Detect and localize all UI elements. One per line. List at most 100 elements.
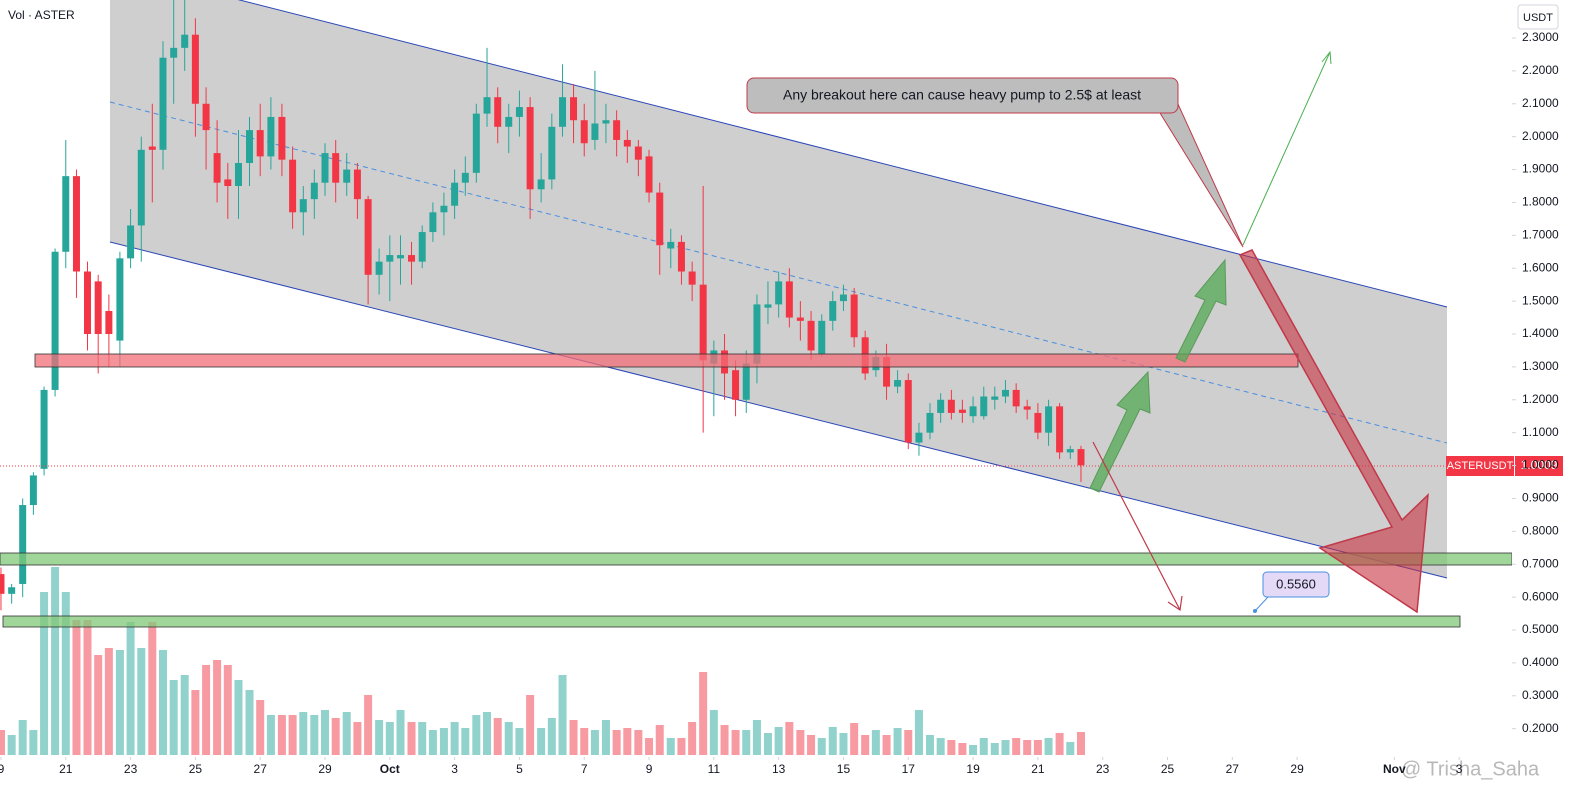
x-tick-label: 15 [837, 762, 851, 776]
x-tick-label: 23 [1096, 762, 1110, 776]
candle-body [386, 255, 394, 262]
volume-bar [385, 722, 394, 755]
candle-body [299, 199, 307, 213]
volume-bar [299, 712, 308, 755]
candle-body [364, 199, 372, 275]
candle-body [246, 130, 254, 163]
candle-body [580, 120, 588, 144]
volume-bar [61, 592, 70, 755]
candle-body [472, 113, 480, 173]
y-tick-label: 1.3000 [1522, 359, 1559, 373]
channel-upper [237, 0, 1448, 308]
volume-bar [1001, 740, 1010, 755]
volume-bar [256, 700, 265, 755]
volume-bar [169, 680, 178, 755]
volume-layer [0, 567, 1085, 755]
candle-body [213, 153, 221, 183]
volume-bar [213, 660, 222, 755]
volume-bar [947, 740, 956, 755]
x-tick-label: Nov [1383, 762, 1406, 776]
candle-body [440, 205, 448, 213]
resistance-zone [34, 353, 1299, 368]
candle-body [904, 380, 912, 443]
volume-bar [223, 665, 232, 755]
candle-body [980, 396, 988, 417]
candle-body [969, 406, 977, 417]
y-tick-label: 1.2000 [1522, 392, 1559, 406]
volume-bar [1023, 740, 1032, 755]
volume-bar [137, 648, 146, 755]
y-tick-label: 1.7000 [1522, 228, 1559, 242]
arrowhead [1321, 50, 1332, 65]
volume-bar [277, 715, 286, 755]
candle-body [645, 156, 653, 193]
volume-bar [1044, 738, 1053, 755]
volume-bar [515, 728, 524, 755]
candle-body [40, 389, 48, 469]
volume-bar [461, 728, 470, 755]
volume-bar [763, 733, 772, 755]
y-tick-label: 1.5000 [1522, 293, 1559, 307]
candle-body [753, 304, 761, 364]
volume-bar [342, 712, 351, 755]
candle-body [418, 232, 426, 262]
arrow-line [1092, 441, 1181, 611]
candle-body [234, 162, 242, 186]
x-tick-label: 21 [59, 762, 73, 776]
volume-bar [590, 730, 599, 755]
candle-body [1012, 389, 1020, 407]
volume-bar [1012, 738, 1021, 755]
volume-bar [774, 727, 783, 755]
volume-bar [720, 725, 729, 755]
volume-bar [94, 655, 103, 755]
candle-body [8, 587, 16, 594]
arrow-line [1242, 51, 1331, 246]
candle-body [807, 320, 815, 351]
candle-body [159, 57, 167, 150]
candle-body [796, 317, 804, 321]
y-tick-label: 0.2000 [1522, 721, 1559, 735]
volume-bar [7, 735, 16, 755]
candle-body [505, 116, 513, 127]
candle-body [1034, 412, 1042, 433]
volume-bar [666, 738, 675, 755]
x-tick-label: 29 [318, 762, 332, 776]
currency-box [1517, 4, 1559, 30]
volume-bar [18, 720, 27, 755]
volume-bar [180, 675, 189, 755]
volume-bar [104, 648, 113, 755]
candle-body [137, 149, 145, 226]
candle-body [170, 47, 178, 58]
x-tick-label: 3 [451, 762, 458, 776]
volume-bar [612, 730, 621, 755]
candle-body [0, 574, 5, 594]
symbol-label: ASTERUSDT [1447, 460, 1514, 472]
candle-body [1066, 449, 1074, 453]
volume-bar [158, 650, 167, 755]
candle-body [1023, 406, 1031, 410]
volume-bar [191, 690, 200, 755]
volume-bar [51, 567, 60, 755]
y-tick-label: 1.0000 [1522, 458, 1559, 472]
volume-bar [1055, 733, 1064, 755]
volume-bar [483, 712, 492, 755]
volume-bar [331, 718, 340, 755]
candle-body [991, 396, 999, 400]
x-tick-label: 29 [1290, 762, 1304, 776]
candle-body [72, 176, 80, 272]
candle-body [656, 192, 664, 246]
arrow-up [1089, 370, 1151, 493]
symbol-tag [1446, 456, 1514, 476]
support-zone [2, 615, 1461, 628]
candle-body [926, 412, 934, 433]
candle-body [591, 123, 599, 140]
x-tick-label: Oct [380, 762, 400, 776]
candle-body [688, 271, 696, 285]
candle-body [181, 34, 189, 48]
candle-body [667, 241, 675, 249]
x-tick-label: 9 [646, 762, 653, 776]
candle-body [515, 107, 523, 117]
y-tick-label: 0.7000 [1522, 556, 1559, 570]
volume-bar [904, 730, 913, 755]
